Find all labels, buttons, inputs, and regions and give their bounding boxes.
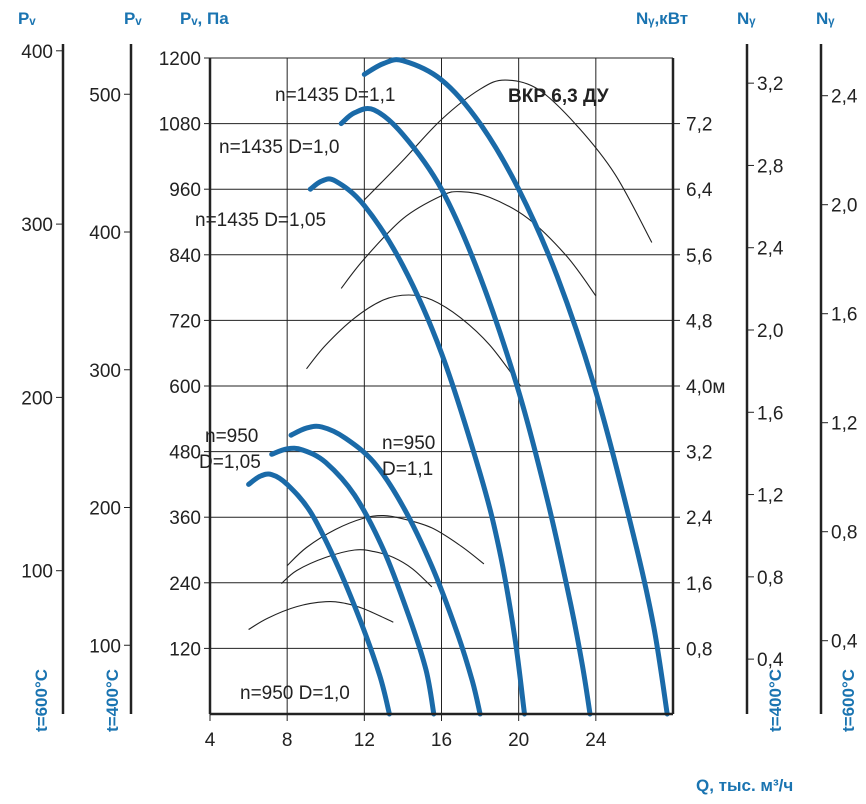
ny-600-axis-tick-label: 0,4: [831, 632, 858, 653]
pv-600-axis-header: Pᵥ: [18, 9, 36, 28]
pv-main-tick-label: 960: [169, 180, 201, 201]
power-curve: [281, 549, 433, 588]
pv-main-tick-label: 720: [169, 311, 201, 332]
pv-main-tick-label: 120: [169, 639, 201, 660]
pv-400-axis-tick-label: 500: [89, 85, 121, 106]
pressure-curve: [269, 445, 437, 717]
axes: [56, 44, 828, 721]
ny-main-tick-label: 2,4: [686, 508, 713, 529]
x-tick-label: 12: [354, 730, 375, 751]
x-axis-label: Q, тыс. м³/ч: [696, 776, 793, 795]
x-tick-label: 16: [431, 730, 452, 751]
pressure-curve: [246, 471, 392, 717]
pv-main-tick-label: 360: [169, 508, 201, 529]
temp-label-ny-600: t=600°C: [839, 669, 858, 732]
ny-600-axis-header: Nᵧ: [816, 9, 835, 28]
pv-main-tick-label: 240: [169, 574, 201, 595]
power-curve: [248, 600, 394, 630]
pv-400-axis-tick-label: 300: [89, 361, 121, 382]
pressure-curve: [338, 105, 593, 717]
ny-main-tick-label: 6,4: [686, 180, 713, 201]
label-n950-d10: n=950 D=1,0: [240, 683, 350, 704]
ny-400-axis-tick-label: 2,0: [757, 321, 783, 342]
x-tick-label: 20: [508, 730, 529, 751]
pv-main-axis-header: Pᵥ, Па: [180, 9, 229, 28]
ny-400-axis-tick-label: 1,6: [757, 403, 783, 424]
pv-400-axis-header: Pᵥ: [124, 9, 142, 28]
label-n950-d105-line2: D=1,05: [199, 452, 261, 473]
ny-main-tick-label: 7,2: [686, 115, 712, 136]
ny-400-axis-tick-label: 3,2: [757, 74, 783, 95]
temp-label-pv-600: t=600°C: [32, 669, 51, 732]
ny-main-tick-label: 4,0м: [686, 377, 725, 398]
temp-label-ny-400: t=400°C: [766, 669, 785, 732]
ny-main-tick-label: 1,6: [686, 574, 712, 595]
pv-main-tick-label: 480: [169, 443, 201, 464]
pv-600-axis-tick-label: 400: [21, 42, 53, 63]
pv-400-axis-tick-label: 200: [89, 499, 121, 520]
chart-title: ВКР 6,3 ДУ: [508, 86, 609, 107]
pv-600-axis-tick-label: 200: [21, 388, 53, 409]
pressure-curve: [288, 423, 483, 717]
tick-labels: 120 240 360 480 600 720 840 960 1080 1200 4 8 12 16 20…: [21, 42, 858, 751]
label-n950-d105-line1: n=950: [205, 426, 258, 447]
ny-400-axis-header: Nᵧ: [737, 9, 756, 28]
label-n950-d11-line1: n=950: [382, 433, 435, 454]
label-n1435-d105: n=1435 D=1,05: [195, 210, 326, 231]
pv-main-tick-label: 840: [169, 246, 201, 267]
ny-400-axis-tick-label: 1,2: [757, 486, 783, 507]
pressure-curve: [361, 57, 670, 717]
ny-main-axis-header: Nᵧ,кВт: [636, 9, 688, 28]
ny-main-tick-label: 4,8: [686, 311, 712, 332]
x-tick-label: 4: [205, 730, 216, 751]
pv-main-tick-label: 1200: [159, 49, 201, 70]
pv-400-axis-tick-label: 100: [89, 636, 121, 657]
pressure-curve: [307, 176, 527, 717]
power-curve: [286, 515, 485, 567]
ny-600-axis-tick-label: 1,6: [831, 305, 857, 326]
pressure-curves: [246, 57, 670, 717]
pv-400-axis-tick-label: 400: [89, 223, 121, 244]
ny-main-tick-label: 3,2: [686, 443, 712, 464]
x-tick-label: 8: [282, 730, 293, 751]
ny-main-tick-label: 0,8: [686, 639, 712, 660]
label-n1435-d10: n=1435 D=1,0: [219, 137, 339, 158]
ny-main-tick-label: 5,6: [686, 246, 712, 267]
ny-600-axis-tick-label: 0,8: [831, 523, 857, 544]
label-n950-d11-line2: D=1,1: [382, 459, 433, 480]
ny-600-axis-tick-label: 1,2: [831, 414, 857, 435]
ny-600-axis-tick-label: 2,4: [831, 87, 858, 108]
temp-label-pv-400: t=400°C: [103, 669, 122, 732]
label-n1435-d11: n=1435 D=1,1: [275, 85, 395, 106]
ny-400-axis-tick-label: 0,8: [757, 568, 783, 589]
ny-400-axis-tick-label: 0,4: [757, 650, 784, 671]
ny-600-axis-tick-label: 2,0: [831, 196, 857, 217]
x-tick-label: 24: [585, 730, 607, 751]
ny-400-axis-tick-label: 2,8: [757, 156, 783, 177]
pv-600-axis-tick-label: 100: [21, 562, 53, 583]
power-curve: [306, 294, 522, 387]
pv-main-tick-label: 600: [169, 377, 201, 398]
pv-main-tick-label: 1080: [159, 115, 201, 136]
pv-600-axis-tick-label: 300: [21, 215, 53, 236]
ny-400-axis-tick-label: 2,4: [757, 239, 784, 260]
power-curves: [248, 79, 653, 630]
power-curve: [340, 191, 597, 297]
